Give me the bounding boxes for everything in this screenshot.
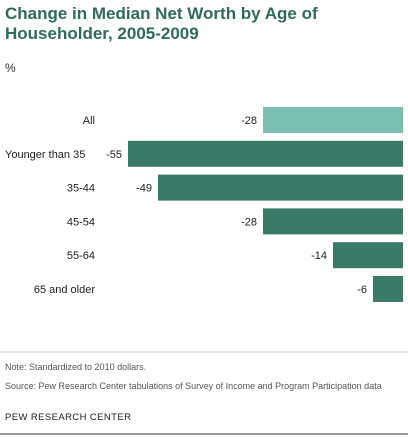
unit-label: % bbox=[5, 61, 16, 75]
data-label: -55 bbox=[106, 149, 122, 161]
bar bbox=[158, 174, 403, 201]
data-label: -28 bbox=[241, 115, 257, 127]
category-label: 65 and older bbox=[34, 284, 95, 296]
chart-source: Source: Pew Research Center tabulations … bbox=[5, 381, 382, 391]
category-label: 35-44 bbox=[67, 183, 95, 195]
category-label: Younger than 35 bbox=[5, 149, 85, 161]
bottom-rule bbox=[0, 433, 408, 435]
publisher-footer: PEW RESEARCH CENTER bbox=[5, 412, 132, 423]
bar bbox=[263, 107, 403, 133]
category-label: 45-54 bbox=[67, 216, 95, 228]
bar bbox=[128, 140, 403, 167]
data-label: -49 bbox=[136, 183, 152, 195]
category-label: All bbox=[83, 115, 95, 127]
category-label: 55-64 bbox=[67, 250, 95, 262]
data-label: -14 bbox=[311, 250, 327, 262]
data-label: -6 bbox=[357, 284, 367, 296]
bar-chart: All -28 Younger than 35 -55 35-44 -49 45-54 -28… bbox=[0, 107, 408, 353]
bar bbox=[333, 242, 403, 269]
bar bbox=[263, 208, 403, 235]
chart-note: Note: Standardized to 2010 dollars. bbox=[5, 362, 147, 372]
data-label: -28 bbox=[241, 216, 257, 228]
bar bbox=[373, 276, 403, 302]
chart-title: Change in Median Net Worth by Age of Hou… bbox=[5, 4, 318, 43]
